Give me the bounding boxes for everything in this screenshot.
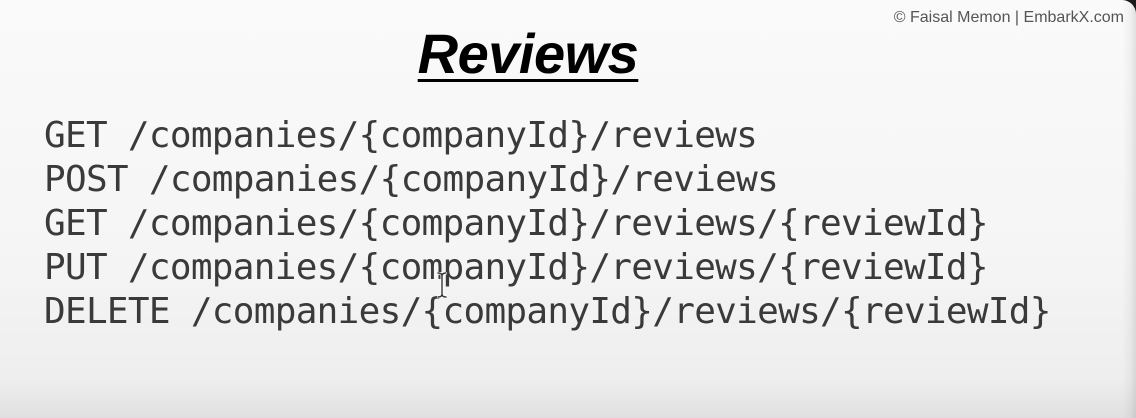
endpoint-line: POST /companies/{companyId}/reviews <box>44 158 1051 202</box>
endpoint-line: GET /companies/{companyId}/reviews <box>44 114 1051 158</box>
slide-bottom-shadow <box>0 378 1136 418</box>
endpoint-line: GET /companies/{companyId}/reviews/{revi… <box>44 202 1051 246</box>
endpoint-path: /companies/{companyId}/reviews/{reviewId… <box>190 291 1052 332</box>
endpoint-path: /companies/{companyId}/reviews/{reviewId… <box>127 247 989 288</box>
slide-edge-shadow <box>1122 0 1136 418</box>
endpoint-line: DELETE /companies/{companyId}/reviews/{r… <box>44 290 1051 334</box>
endpoint-path: /companies/{companyId}/reviews <box>148 159 779 200</box>
endpoint-line: PUT /companies/{companyId}/reviews/{revi… <box>44 246 1051 290</box>
http-method: DELETE <box>44 291 171 332</box>
http-method: PUT <box>44 247 108 288</box>
copyright-notice: © Faisal Memon | EmbarkX.com <box>893 9 1124 26</box>
endpoint-list: GET /companies/{companyId}/reviews POST … <box>44 114 1051 334</box>
endpoint-path: /companies/{companyId}/reviews/{reviewId… <box>127 203 989 244</box>
endpoint-path: /companies/{companyId}/reviews <box>127 115 758 156</box>
text-cursor-icon <box>437 272 447 298</box>
http-method: GET <box>44 203 108 244</box>
http-method: GET <box>44 115 108 156</box>
slide-title: Reviews <box>417 22 639 85</box>
http-method: POST <box>44 159 129 200</box>
